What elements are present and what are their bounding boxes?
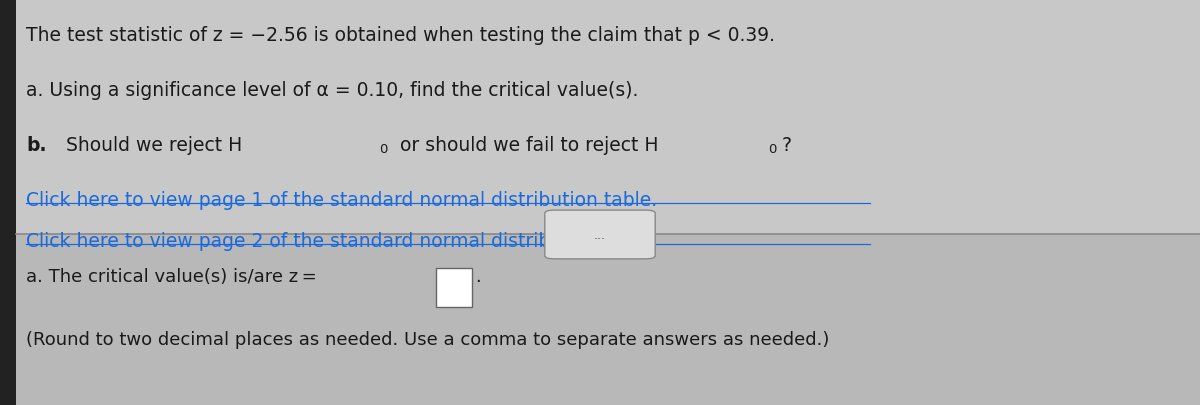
Text: 0: 0	[379, 143, 388, 156]
FancyBboxPatch shape	[545, 211, 655, 259]
Text: 0: 0	[768, 143, 776, 156]
Text: a. The critical value(s) is/are z =: a. The critical value(s) is/are z =	[26, 267, 320, 285]
Text: ?: ?	[781, 136, 791, 155]
FancyBboxPatch shape	[0, 235, 1200, 405]
FancyBboxPatch shape	[436, 269, 472, 307]
Text: or should we fail to reject H: or should we fail to reject H	[394, 136, 658, 155]
Text: Click here to view page 1 of the standard normal distribution table.: Click here to view page 1 of the standar…	[26, 190, 658, 209]
Text: Should we reject H: Should we reject H	[60, 136, 242, 155]
FancyBboxPatch shape	[0, 0, 16, 405]
Text: ...: ...	[594, 228, 606, 241]
Text: Click here to view page 2 of the standard normal distribution table.: Click here to view page 2 of the standar…	[26, 232, 658, 251]
Text: The test statistic of z = −2.56 is obtained when testing the claim that p < 0.39: The test statistic of z = −2.56 is obtai…	[26, 26, 775, 45]
Text: a. Using a significance level of α = 0.10, find the critical value(s).: a. Using a significance level of α = 0.1…	[26, 81, 638, 100]
Text: .: .	[475, 267, 481, 285]
Text: (Round to two decimal places as needed. Use a comma to separate answers as neede: (Round to two decimal places as needed. …	[26, 330, 829, 348]
Text: b.: b.	[26, 136, 47, 155]
